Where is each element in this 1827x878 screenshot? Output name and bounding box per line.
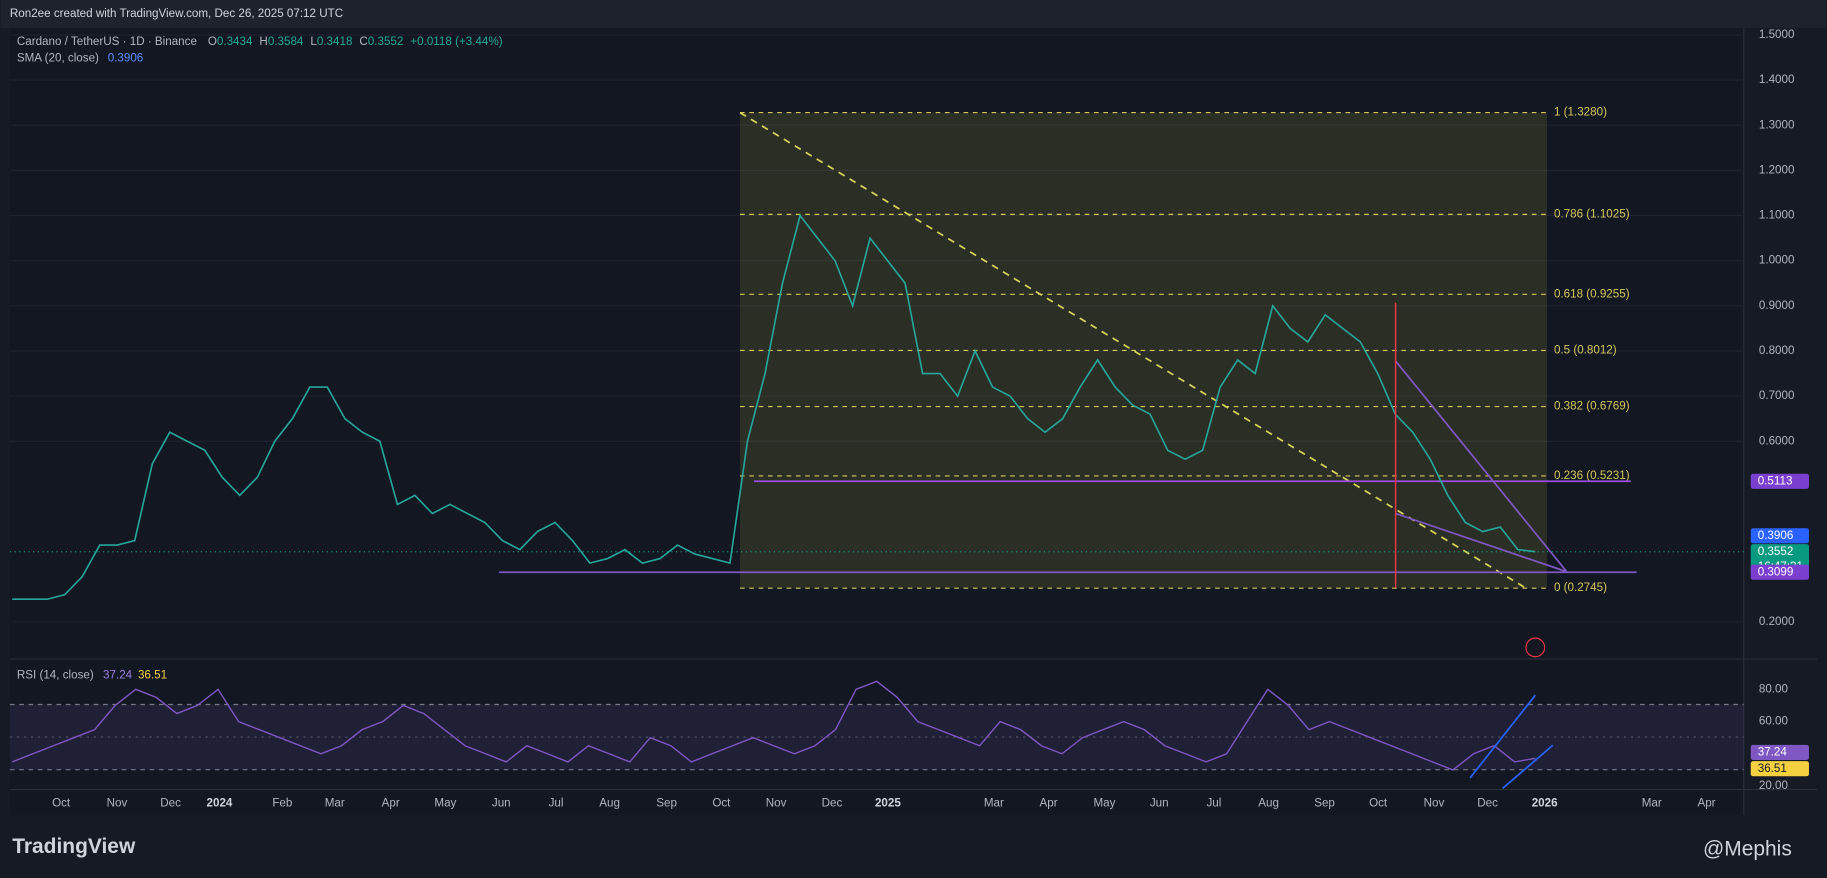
ohlc-value: 0.3584 [268,35,304,48]
y-tick-label: 0.9000 [1759,299,1795,312]
ohlc-value: 0.3418 [317,35,353,48]
y-tick-label: 0.7000 [1759,389,1795,402]
change: +0.0118 (+3.44%) [410,35,502,48]
time-label: Sep [656,797,677,810]
wedge-upper [1394,360,1568,573]
symbol: Cardano / TetherUS · 1D · Binance [17,35,197,48]
price-line [12,213,1536,601]
time-label: Aug [1258,797,1279,810]
sma-value: 0.3906 [108,51,144,64]
price-tag-label: 0.5113 [1758,474,1793,487]
time-label: Apr [1040,797,1058,810]
time-label: Aug [599,797,620,810]
brand: TradingView [12,835,136,858]
y-tick-label: 0.6000 [1759,434,1795,447]
time-label: Nov [107,797,128,810]
alert-icon [1525,637,1546,658]
ohlc-key: O [208,35,217,48]
fib-label: 0 (0.2745) [1554,581,1607,594]
time-label: Feb [272,797,292,810]
time-label: 2024 [207,797,233,810]
chart-area [9,27,1744,816]
rsi-tag-label: 36.51 [1758,762,1787,775]
price-tag [1750,528,1809,544]
time-label: Dec [1477,797,1498,810]
time-label: Nov [1424,797,1445,810]
y-tick-label: 1.5000 [1759,28,1795,41]
time-label: Apr [382,797,400,810]
ohlc-key: C [359,35,367,48]
rsi-ma-value: 36.51 [138,668,167,681]
y-tick-label: 0.2000 [1759,615,1795,628]
y-tick-label: 1.0000 [1759,254,1795,267]
fib-label: 0.382 (0.6769) [1554,400,1630,413]
drawing-layer: 1.5000 1.4000 1.3000 1.2000 1.1000 1.0000 0.90… [9,28,1809,810]
time-label: May [434,797,456,810]
ohlc-value: 0.3434 [217,35,253,48]
price-tag-label: 0.3906 [1758,529,1794,542]
rsi-tag-label: 37.24 [1758,745,1788,758]
time-label: Apr [1697,797,1715,810]
time-label: Jul [549,797,564,810]
ohlc: O0.3434 H0.3584 L0.3418 C0.3552 +0.0118 (+3.… [208,35,503,48]
rsi-tag [1750,761,1809,777]
ohlc-value: 0.3552 [368,35,404,48]
price-tag-label: 0.3099 [1758,565,1794,578]
watermark: @Mephis [1703,838,1792,861]
rsi-value: 37.24 [103,668,133,681]
rsi-tick-label: 60.00 [1759,715,1789,728]
ohlc-key: L [310,35,317,48]
price-tag [1750,473,1809,489]
y-tick-label: 1.3000 [1759,118,1795,131]
time-label: Dec [822,797,843,810]
sma-label: SMA (20, close) [17,51,99,64]
time-label: Mar [984,797,1004,810]
rsi-line [11,680,1536,771]
time-label: Jun [1150,797,1169,810]
time-label: Oct [52,797,71,810]
rsi-tick-label: 20.00 [1759,779,1789,792]
price-tag [1750,564,1809,580]
price-tag-label: 0.3552 [1758,545,1794,558]
wedge-lower [1395,512,1568,573]
time-label: Oct [712,797,731,810]
fib-label: 1 (1.3280) [1554,106,1607,119]
time-label: May [1093,797,1115,810]
time-label: 2026 [1532,797,1558,810]
credit: Ron2ee created with TradingView.com, Dec… [10,7,343,20]
y-tick-label: 1.2000 [1759,163,1795,176]
fib-label: 0.236 (0.5231) [1554,469,1630,482]
time-label: Mar [1642,797,1662,810]
y-tick-label: 0.8000 [1759,344,1795,357]
time-label: Jul [1206,797,1221,810]
y-tick-label: 1.4000 [1759,73,1795,86]
rsi-trend [1469,694,1537,779]
fib-label: 0.5 (0.8012) [1554,343,1617,356]
rsi-tag [1750,744,1809,760]
y-tick-label: 1.1000 [1759,209,1795,222]
time-label: Mar [325,797,345,810]
time-label: 2025 [875,797,901,810]
rsi-title: RSI (14, close) [17,668,94,681]
fib-label: 0.618 (0.9255) [1554,287,1630,300]
ohlc-key: H [259,35,267,48]
rsi-trend [1502,744,1554,789]
top-bar [0,0,1827,28]
time-label: Oct [1369,797,1388,810]
rsi-tick-label: 80.00 [1759,682,1789,695]
time-label: Nov [766,797,787,810]
fib-label: 0.786 (1.1025) [1554,207,1630,220]
time-label: Sep [1314,797,1335,810]
time-label: Dec [160,797,181,810]
time-label: Jun [492,797,511,810]
